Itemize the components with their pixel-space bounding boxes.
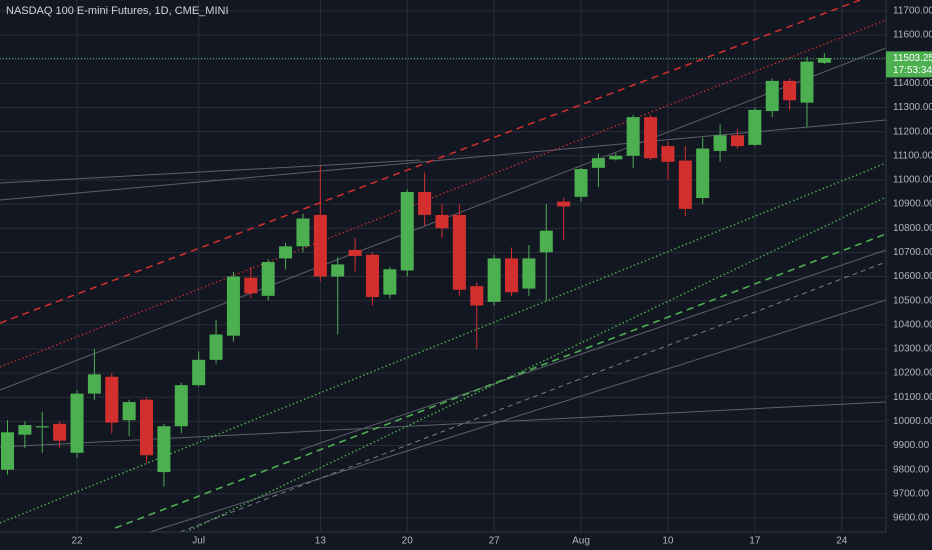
candle-body — [435, 214, 449, 229]
y-tick-label: 9700.00 — [893, 488, 930, 499]
candle-body — [313, 214, 327, 277]
countdown-label: 17:53:34 — [893, 65, 932, 76]
y-tick-label: 10100.00 — [893, 392, 932, 403]
y-tick-label: 10300.00 — [893, 344, 932, 355]
axis-labels: 9600.009700.009800.009900.0010000.001010… — [71, 6, 932, 547]
y-tick-label: 10200.00 — [893, 368, 932, 379]
y-tick-label: 9600.00 — [893, 513, 930, 524]
y-tick-label: 10000.00 — [893, 416, 932, 427]
time-axis — [0, 532, 886, 550]
candle-body — [192, 359, 206, 386]
candle-body — [644, 117, 658, 159]
candle-body — [122, 402, 136, 421]
y-tick-label: 11600.00 — [893, 30, 932, 41]
y-tick-label: 10600.00 — [893, 271, 932, 282]
candle-body — [522, 258, 536, 289]
x-tick-label: Aug — [572, 536, 590, 547]
candles — [0, 53, 886, 487]
candle-body — [730, 135, 744, 147]
candle-body — [261, 262, 275, 296]
trend-line — [149, 299, 887, 533]
candle-body — [157, 426, 171, 473]
candle-body — [348, 249, 362, 256]
chart-title: NASDAQ 100 E-mini Futures, 1D, CME_MINI — [6, 5, 229, 17]
candle-body — [591, 158, 605, 168]
trend-line — [185, 196, 887, 533]
last-price-label: 11503.25 — [893, 53, 932, 64]
candle-body — [452, 214, 466, 290]
trend-line — [299, 249, 887, 451]
y-tick-label: 11100.00 — [893, 150, 932, 161]
candle-body — [817, 57, 831, 63]
trend-line — [0, 19, 887, 368]
candle-body — [226, 276, 240, 336]
price-axis — [886, 0, 932, 550]
candle-body — [53, 423, 67, 441]
candle-body — [174, 385, 188, 427]
candle-body — [783, 80, 797, 101]
candle-body — [748, 109, 762, 145]
trend-line — [114, 233, 887, 529]
y-tick-label: 11300.00 — [893, 102, 932, 113]
candle-body — [209, 334, 223, 360]
trend-line — [0, 0, 861, 324]
candle-body — [244, 277, 258, 294]
x-tick-label: 24 — [836, 536, 848, 547]
x-tick-label: 27 — [489, 536, 501, 547]
candle-body — [105, 376, 119, 423]
candle-body — [487, 258, 501, 302]
trend-line — [0, 162, 887, 524]
candle-body — [713, 135, 727, 151]
x-tick-label: 17 — [749, 536, 761, 547]
x-tick-label: 13 — [315, 536, 327, 547]
x-tick-label: 20 — [402, 536, 414, 547]
grid — [0, 0, 886, 532]
candle-body — [70, 393, 84, 453]
y-tick-label: 10900.00 — [893, 199, 932, 210]
last-price-box — [886, 51, 932, 78]
candle-body — [18, 425, 32, 435]
candle-body — [626, 117, 640, 156]
trend-line — [0, 159, 421, 184]
y-tick-label: 10800.00 — [893, 223, 932, 234]
trend-line — [0, 119, 887, 201]
x-tick-label: 22 — [71, 536, 83, 547]
y-tick-label: 9800.00 — [893, 464, 930, 475]
x-tick-label: 10 — [662, 536, 674, 547]
candle-body — [87, 374, 101, 394]
candle-body — [383, 269, 397, 295]
candle-body — [140, 399, 154, 456]
y-tick-label: 11000.00 — [893, 175, 932, 186]
y-tick-label: 11200.00 — [893, 126, 932, 137]
candle-body — [800, 61, 814, 103]
y-tick-label: 9900.00 — [893, 440, 930, 451]
y-tick-label: 10500.00 — [893, 295, 932, 306]
y-tick-label: 10700.00 — [893, 247, 932, 258]
candle-body — [331, 264, 345, 277]
candle-body — [661, 146, 675, 162]
candle-body — [678, 160, 692, 209]
candle-body — [418, 191, 432, 215]
candle-body — [35, 426, 49, 428]
candle-body — [470, 286, 484, 306]
candle-body — [557, 201, 571, 207]
candle-body — [279, 246, 293, 259]
candle-body — [696, 148, 710, 199]
candle-body — [296, 218, 310, 247]
x-tick-label: Jul — [192, 536, 205, 547]
candle-body — [765, 80, 779, 112]
y-tick-label: 11700.00 — [893, 6, 932, 17]
candle-body — [365, 254, 379, 298]
candle-body — [574, 169, 588, 197]
candle-body — [400, 191, 414, 271]
y-tick-label: 11400.00 — [893, 78, 932, 89]
candle-body — [609, 155, 623, 160]
candle-body — [1, 432, 14, 470]
candle-body — [539, 230, 553, 253]
y-tick-label: 10400.00 — [893, 319, 932, 330]
candle-body — [505, 258, 519, 293]
